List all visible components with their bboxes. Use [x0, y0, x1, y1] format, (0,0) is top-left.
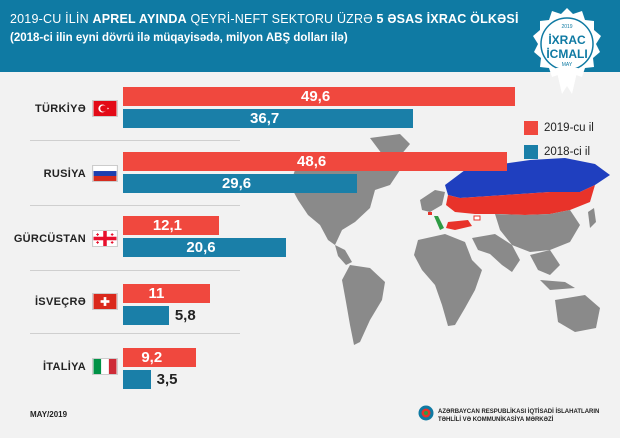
ixrac-icmali-badge: 2019 İXRAC İCMALI MAY	[533, 8, 601, 94]
value-2019-switzerland: 11	[148, 285, 165, 302]
legend-label-2019: 2019-cu il	[544, 122, 594, 134]
world-map	[290, 134, 610, 345]
bar-2019-russia	[123, 152, 508, 171]
bar-2019-turkey	[123, 87, 515, 106]
bar-2018-russia	[123, 174, 357, 193]
switzerland-flag	[92, 293, 118, 310]
chart-title: 2019-CU İLİN APREL AYINDA QEYRİ-NEFT SEK…	[10, 12, 519, 26]
value-2018-italy: 3,5	[156, 371, 178, 388]
footer-organization: AZƏRBAYCAN RESPUBLİKASI İQTİSADİ İSLAHAT…	[438, 409, 600, 423]
row-separator	[30, 270, 240, 271]
bar-2018-italy	[123, 370, 151, 389]
value-2018-turkey: 36,7	[250, 110, 280, 127]
georgia-flag	[92, 230, 118, 247]
category-label-turkey: TÜRKİYƏ	[34, 103, 86, 115]
svg-text:2019: 2019	[561, 24, 572, 30]
row-separator	[30, 333, 240, 334]
value-2019-turkey: 49,6	[301, 88, 331, 105]
svg-text:MAY: MAY	[562, 62, 573, 68]
russia-flag	[92, 165, 118, 182]
value-2019-russia: 48,6	[297, 153, 327, 170]
legend-swatch-2019	[524, 121, 538, 135]
bar-2018-turkey	[123, 109, 414, 128]
footer-date: MAY/2019	[30, 410, 68, 419]
italy-flag	[92, 358, 118, 375]
bar-2019-switzerland	[123, 284, 210, 303]
value-2018-georgia: 20,6	[186, 239, 216, 256]
bar-2019-georgia	[123, 216, 219, 235]
category-label-switzerland: İSVEÇRƏ	[34, 296, 86, 308]
header-banner: 2019-CU İLİN APREL AYINDA QEYRİ-NEFT SEK…	[0, 0, 620, 72]
chart-subtitle: (2018-ci ilin eyni dövrü ilə müqayisədə,…	[10, 32, 348, 44]
row-separator	[30, 205, 240, 206]
azerbaijan-emblem-icon	[418, 405, 434, 421]
row-separator	[30, 140, 240, 141]
turkey-flag	[92, 100, 118, 117]
value-2019-italy: 9,2	[141, 349, 163, 366]
bar-2018-georgia	[123, 238, 286, 257]
legend-swatch-2018	[524, 145, 538, 159]
category-label-italy: İTALİYA	[42, 361, 86, 373]
legend-label-2018: 2018-ci il	[544, 146, 591, 158]
svg-text:İXRAC: İXRAC	[548, 32, 586, 47]
bar-2019-italy	[123, 348, 196, 367]
svg-text:İCMALI: İCMALI	[546, 46, 587, 61]
category-label-russia: RUSİYA	[43, 168, 86, 180]
bar-2018-switzerland	[123, 306, 169, 325]
value-2018-russia: 29,6	[221, 175, 252, 192]
value-2018-switzerland: 5,8	[174, 307, 196, 324]
category-label-georgia: GÜRCÜSTAN	[13, 233, 86, 245]
value-2019-georgia: 12,1	[152, 217, 183, 234]
